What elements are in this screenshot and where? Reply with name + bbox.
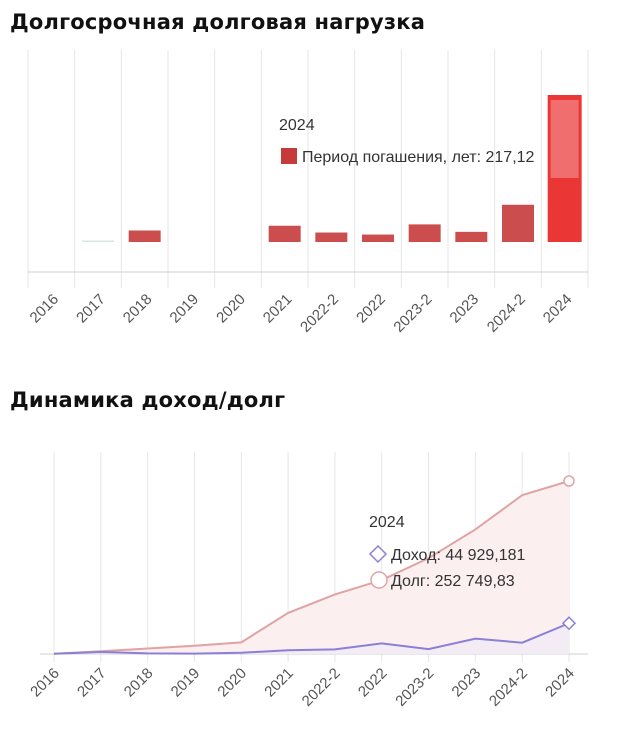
x-tick-2018: 2018 — [121, 665, 157, 701]
bar-2022 — [362, 234, 394, 242]
debt-area — [54, 481, 569, 654]
x-axis-ticks: 2016 2017 2018 2019 2020 2021 2022-2 2022 2023-2… — [27, 665, 578, 710]
income-line — [53, 622, 570, 655]
income-area — [54, 623, 569, 654]
bar-2024-2 — [502, 204, 534, 242]
x-tick-2023-2: 2023-2 — [392, 665, 437, 710]
income-debt-title: Динамика доход/долг — [10, 388, 286, 412]
hover-overlay — [550, 100, 579, 178]
debt-point-2024 — [563, 475, 575, 487]
bar-series — [82, 95, 582, 242]
debt-load-title: Долгосрочная долговая нагрузка — [10, 10, 426, 34]
x-tick-2016: 2016 — [27, 665, 63, 701]
tooltip-debt: Долг: 252 749,83 — [391, 573, 515, 590]
bar-2023 — [455, 231, 488, 242]
bar-2018 — [128, 230, 161, 242]
chart-grid — [27, 50, 589, 288]
chart-tooltip: 2024 Доход: 44 929,181 Долг: 252 749,83 — [368, 514, 526, 590]
bar-2021 — [268, 225, 301, 242]
bar-2022-2 — [315, 232, 348, 242]
bar-2017 — [82, 240, 114, 242]
line-series — [53, 475, 577, 655]
legend-swatch — [281, 148, 297, 164]
x-tick-2023: 2023 — [449, 665, 485, 701]
x-tick-2019: 2019 — [168, 665, 204, 701]
debt-load-chart: 2016 2017 2018 2019 2020 2021 2022-2 2022 2023-2… — [27, 50, 589, 336]
chart-tooltip: 2024 Период погашения, лет: 217,12 — [279, 117, 535, 166]
income-point-2024 — [561, 616, 577, 631]
debt-line — [53, 480, 570, 655]
tooltip-category: 2024 — [369, 514, 405, 531]
tooltip-value: Период погашения, лет: 217,12 — [302, 149, 535, 166]
bar-2023-2 — [408, 224, 441, 242]
bar-2024 — [547, 95, 582, 242]
tooltip-category: 2024 — [279, 117, 315, 134]
x-tick-2024-2: 2024-2 — [486, 665, 531, 710]
x-tick-2017: 2017 — [74, 665, 110, 701]
circle-marker-icon — [370, 571, 388, 589]
x-tick-2020: 2020 — [214, 665, 250, 701]
diamond-marker-icon — [368, 544, 388, 564]
x-tick-2022: 2022 — [355, 665, 391, 701]
x-tick-2022-2: 2022-2 — [299, 665, 344, 710]
tooltip-income: Доход: 44 929,181 — [391, 547, 526, 564]
x-tick-2024: 2024 — [542, 665, 578, 701]
x-tick-2021: 2021 — [261, 665, 297, 701]
